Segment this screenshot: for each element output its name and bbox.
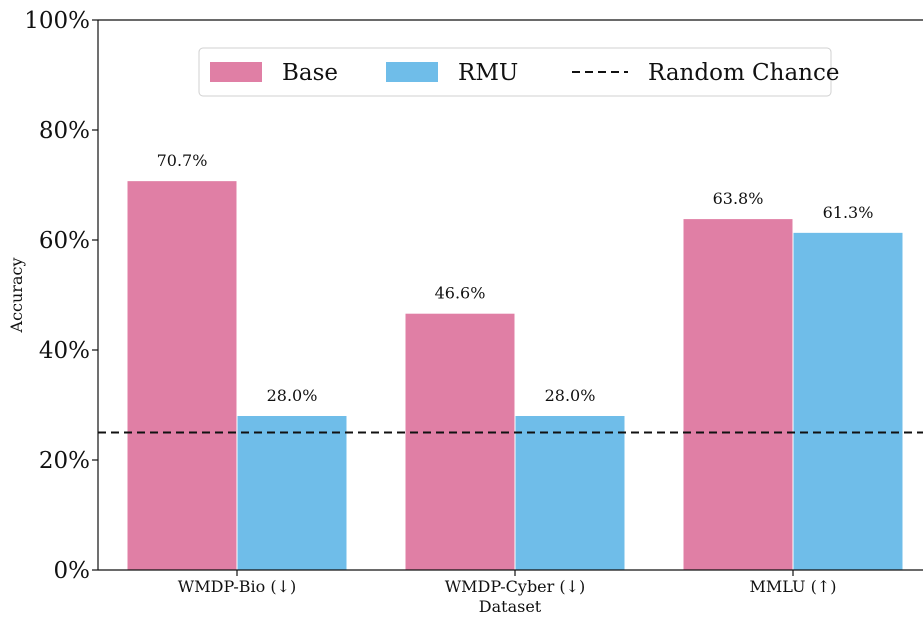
legend-swatch-rmu: [386, 62, 438, 82]
bar-base-2: [683, 219, 793, 570]
y-tick-label: 40%: [39, 338, 90, 364]
bar-rmu-1: [515, 416, 625, 570]
bar-rmu-0: [237, 416, 347, 570]
x-tick-label: WMDP-Cyber (↓): [445, 577, 586, 596]
legend-label-base: Base: [282, 60, 338, 86]
y-ticks: 0% 20% 40% 60% 80% 100%: [24, 8, 98, 584]
bar-value-label-rmu-0: 28.0%: [267, 386, 318, 405]
bars-layer: [127, 181, 903, 570]
legend: Base RMU Random Chance: [198, 47, 840, 97]
bar-value-label-base-0: 70.7%: [157, 151, 208, 170]
bar-labels-layer: 70.7% 46.6% 63.8% 28.0% 28.0% 61.3%: [157, 151, 874, 405]
bar-value-label-base-2: 63.8%: [713, 189, 764, 208]
y-tick-label: 80%: [39, 118, 90, 144]
bar-base-1: [405, 313, 515, 570]
bar-value-label-rmu-2: 61.3%: [823, 203, 874, 222]
x-ticks: WMDP-Bio (↓) WMDP-Cyber (↓) MMLU (↑): [178, 570, 837, 596]
x-tick-label: WMDP-Bio (↓): [178, 577, 296, 596]
y-axis-label: Accuracy: [7, 258, 26, 334]
y-tick-label: 100%: [24, 8, 90, 34]
y-tick-label: 0%: [54, 558, 91, 584]
legend-label-random-chance: Random Chance: [648, 60, 840, 86]
y-tick-label: 60%: [39, 228, 90, 254]
y-tick-label: 20%: [39, 448, 90, 474]
bar-base-0: [127, 181, 237, 570]
axes: [97, 19, 923, 571]
x-tick-label: MMLU (↑): [750, 577, 837, 596]
x-axis-label: Dataset: [479, 597, 542, 616]
bar-value-label-rmu-1: 28.0%: [545, 386, 596, 405]
legend-frame: [198, 47, 832, 97]
legend-label-rmu: RMU: [458, 60, 518, 86]
legend-swatch-base: [210, 62, 262, 82]
bar-value-label-base-1: 46.6%: [435, 284, 486, 303]
bar-rmu-2: [793, 232, 903, 570]
